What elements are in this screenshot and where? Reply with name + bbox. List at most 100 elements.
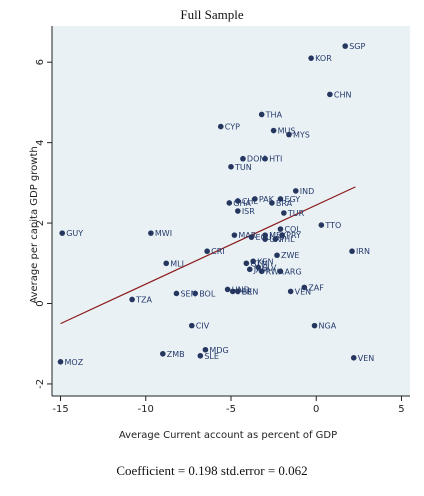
x-tick-label: -15 <box>52 404 68 415</box>
point-label: GUY <box>66 229 83 238</box>
point-label: BEN <box>242 287 259 296</box>
data-point <box>240 155 246 162</box>
x-tick-label: 0 <box>313 404 319 415</box>
data-point <box>327 91 333 98</box>
x-tick-label: 5 <box>398 404 404 415</box>
point-label: ZAF <box>308 283 324 292</box>
data-point <box>235 198 241 204</box>
point-label: ISR <box>242 207 255 216</box>
point-label: KOR <box>315 54 332 63</box>
chart-caption: Coefficient = 0.198 std.error = 0.062 <box>116 463 308 478</box>
point-label: ARG <box>284 267 301 276</box>
point-label: CRI <box>211 247 225 256</box>
data-point <box>277 268 284 275</box>
data-point <box>202 346 209 353</box>
data-point <box>287 288 294 295</box>
point-label: TZA <box>135 295 152 304</box>
data-point <box>262 236 268 242</box>
point-label: ZMB <box>167 350 185 359</box>
data-point <box>272 236 279 242</box>
point-label: BOL <box>199 289 216 298</box>
data-point <box>129 296 135 303</box>
data-point <box>250 258 256 265</box>
data-point <box>229 288 236 295</box>
data-point <box>235 208 241 214</box>
plot-area <box>52 26 410 396</box>
data-point <box>188 322 195 329</box>
point-label: PHL <box>279 235 295 244</box>
y-tick-label: 6 <box>35 59 46 65</box>
data-point <box>311 322 318 329</box>
data-point <box>228 163 234 170</box>
y-tick-label: 0 <box>35 300 46 306</box>
data-point <box>235 288 241 295</box>
x-axis-label: Average Current account as percent of GD… <box>119 430 337 441</box>
data-point <box>342 43 349 49</box>
point-label: EGY <box>284 195 300 204</box>
point-label: PAK <box>259 195 275 204</box>
data-point <box>59 230 66 236</box>
point-label: MDG <box>209 346 228 355</box>
fit-line <box>60 186 356 325</box>
x-tick-label: -5 <box>226 404 236 415</box>
data-point <box>224 286 231 293</box>
data-point <box>279 232 285 238</box>
data-point <box>308 55 314 61</box>
point-label: IRN <box>356 247 370 256</box>
point-label: IND <box>300 187 315 196</box>
data-point <box>301 284 308 291</box>
y-tick-label: 2 <box>35 220 46 226</box>
point-label: MEX <box>269 231 287 240</box>
fit-line-group <box>60 186 356 325</box>
data-point <box>246 266 253 273</box>
point-label: TTO <box>324 221 341 230</box>
data-point <box>160 350 166 357</box>
point-label: MYS <box>293 131 310 140</box>
data-point <box>281 210 287 216</box>
point-label: CHL <box>242 197 259 206</box>
point-label: GTM <box>250 259 268 268</box>
data-point <box>258 111 265 118</box>
data-point <box>192 290 198 297</box>
point-label: ZWE <box>281 251 299 260</box>
point-label: VEN <box>358 354 375 363</box>
point-label: CYP <box>225 123 240 132</box>
point-label: SLE <box>204 352 219 361</box>
point-label: SGP <box>349 42 365 51</box>
point-label: KEN <box>257 257 273 266</box>
x-tick-label: -10 <box>138 404 154 415</box>
data-point <box>269 200 275 206</box>
point-label: MWI <box>155 229 172 238</box>
data-point <box>350 354 357 361</box>
data-point <box>292 188 299 194</box>
point-label: GHA <box>233 199 251 208</box>
data-point <box>197 352 204 359</box>
point-label: PER <box>237 287 253 296</box>
point-label: TUN <box>234 163 252 172</box>
point-label: HND <box>232 285 250 294</box>
point-label: MUS <box>278 127 296 136</box>
axes: -15 -10 -5 0 5 -2 0 2 4 6 <box>35 26 410 415</box>
data-point <box>231 232 238 238</box>
point-label: MLI <box>170 259 184 268</box>
data-point <box>349 248 355 255</box>
data-point <box>248 234 255 240</box>
point-label: TUR <box>287 209 305 218</box>
point-label: VEN <box>295 287 312 296</box>
data-point <box>262 232 268 238</box>
point-label: COL <box>284 225 301 234</box>
data-point <box>217 123 224 130</box>
point-label: DOM <box>247 155 266 164</box>
point-label: SLV <box>262 263 277 272</box>
data-point <box>277 196 284 202</box>
point-label: RWA <box>266 267 285 276</box>
data-point <box>262 155 268 162</box>
point-label: CIV <box>196 322 210 331</box>
data-point <box>255 264 262 271</box>
point-label: MAR <box>238 231 256 240</box>
data-point <box>286 131 292 138</box>
point-label: PRY <box>286 231 301 240</box>
data-point <box>148 230 154 236</box>
